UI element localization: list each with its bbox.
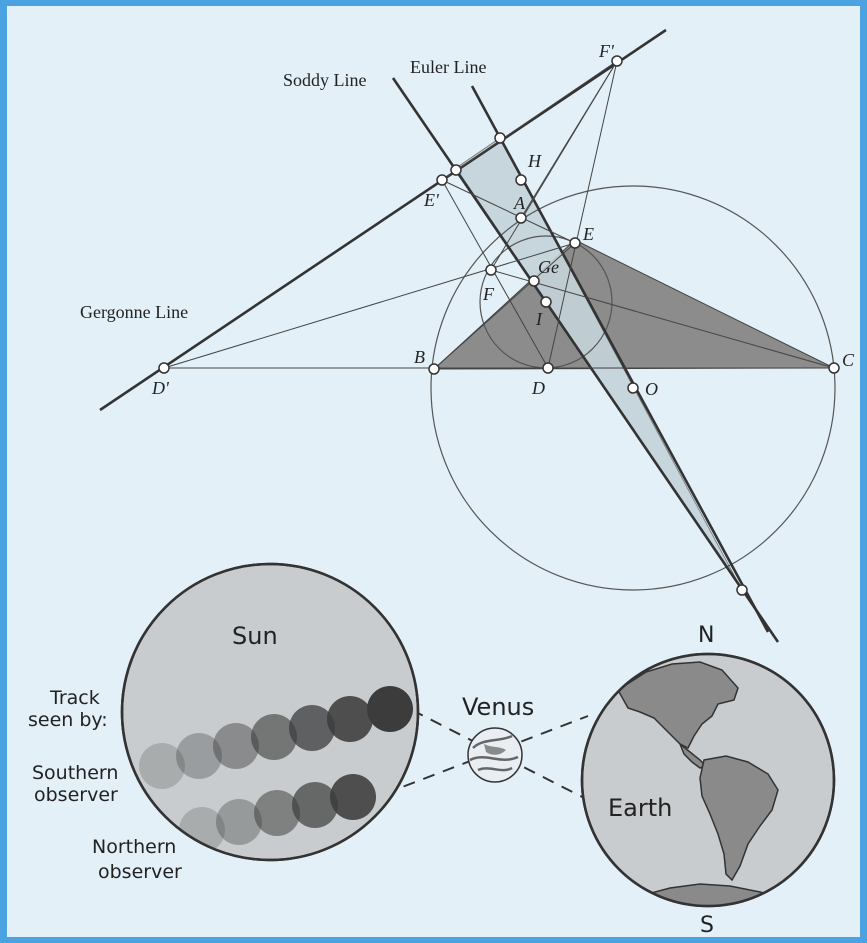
- point-upper-1: [494, 132, 506, 144]
- point-e-prime: [436, 174, 448, 186]
- label-f-prime: F': [598, 41, 615, 61]
- label-d-prime: D': [151, 378, 170, 398]
- point-c: [828, 362, 840, 374]
- point-far: [736, 584, 748, 596]
- southern-label-line1: Southern: [32, 762, 118, 784]
- label-ge: Ge: [538, 257, 559, 277]
- north-label: N: [698, 623, 714, 648]
- point-d: [542, 362, 554, 374]
- point-h: [515, 174, 527, 186]
- point-upper-2: [450, 164, 462, 176]
- venus-label: Venus: [462, 693, 534, 721]
- point-i: [540, 296, 552, 308]
- point-f: [485, 264, 497, 276]
- label-a: A: [513, 193, 526, 213]
- point-e: [569, 237, 581, 249]
- northern-label-line1: Northern: [92, 836, 176, 858]
- label-o: O: [645, 379, 658, 399]
- sun-label: Sun: [232, 622, 278, 650]
- point-ge: [528, 275, 540, 287]
- south-label: S: [700, 913, 714, 938]
- construction-lines: [163, 60, 835, 370]
- southern-label-line2: observer: [34, 784, 118, 806]
- venus-planet: [467, 727, 523, 783]
- transit-diagram: Sun Track seen by: Southern observer Nor…: [28, 562, 836, 938]
- gergonne-line: [99, 28, 667, 412]
- label-b: B: [414, 347, 425, 367]
- earth-continents: [617, 661, 792, 906]
- point-d-prime: [158, 362, 170, 374]
- point-b: [428, 363, 440, 375]
- northern-label-line2: observer: [98, 861, 182, 883]
- label-e: E: [582, 224, 594, 244]
- euler-line-label: Euler Line: [410, 57, 486, 77]
- geometry-diagram: Soddy Line Euler Line Gergonne Line F' H…: [80, 28, 855, 643]
- transit-tracks: [139, 686, 413, 853]
- earth-label: Earth: [608, 794, 672, 822]
- label-h: H: [527, 151, 542, 171]
- point-a: [515, 212, 527, 224]
- label-i: I: [535, 309, 543, 329]
- point-o: [627, 382, 639, 394]
- geometry-points: [158, 55, 840, 596]
- track-label-line1: Track: [49, 687, 100, 709]
- label-d: D: [531, 378, 545, 398]
- label-e-prime: E': [423, 190, 440, 210]
- label-f: F: [482, 284, 495, 304]
- point-f-prime: [611, 55, 623, 67]
- gergonne-line-label: Gergonne Line: [80, 302, 188, 322]
- label-c: C: [842, 350, 855, 370]
- track-label-line2: seen by:: [28, 709, 108, 731]
- circumcircle: [430, 185, 836, 591]
- soddy-line-label: Soddy Line: [283, 70, 367, 90]
